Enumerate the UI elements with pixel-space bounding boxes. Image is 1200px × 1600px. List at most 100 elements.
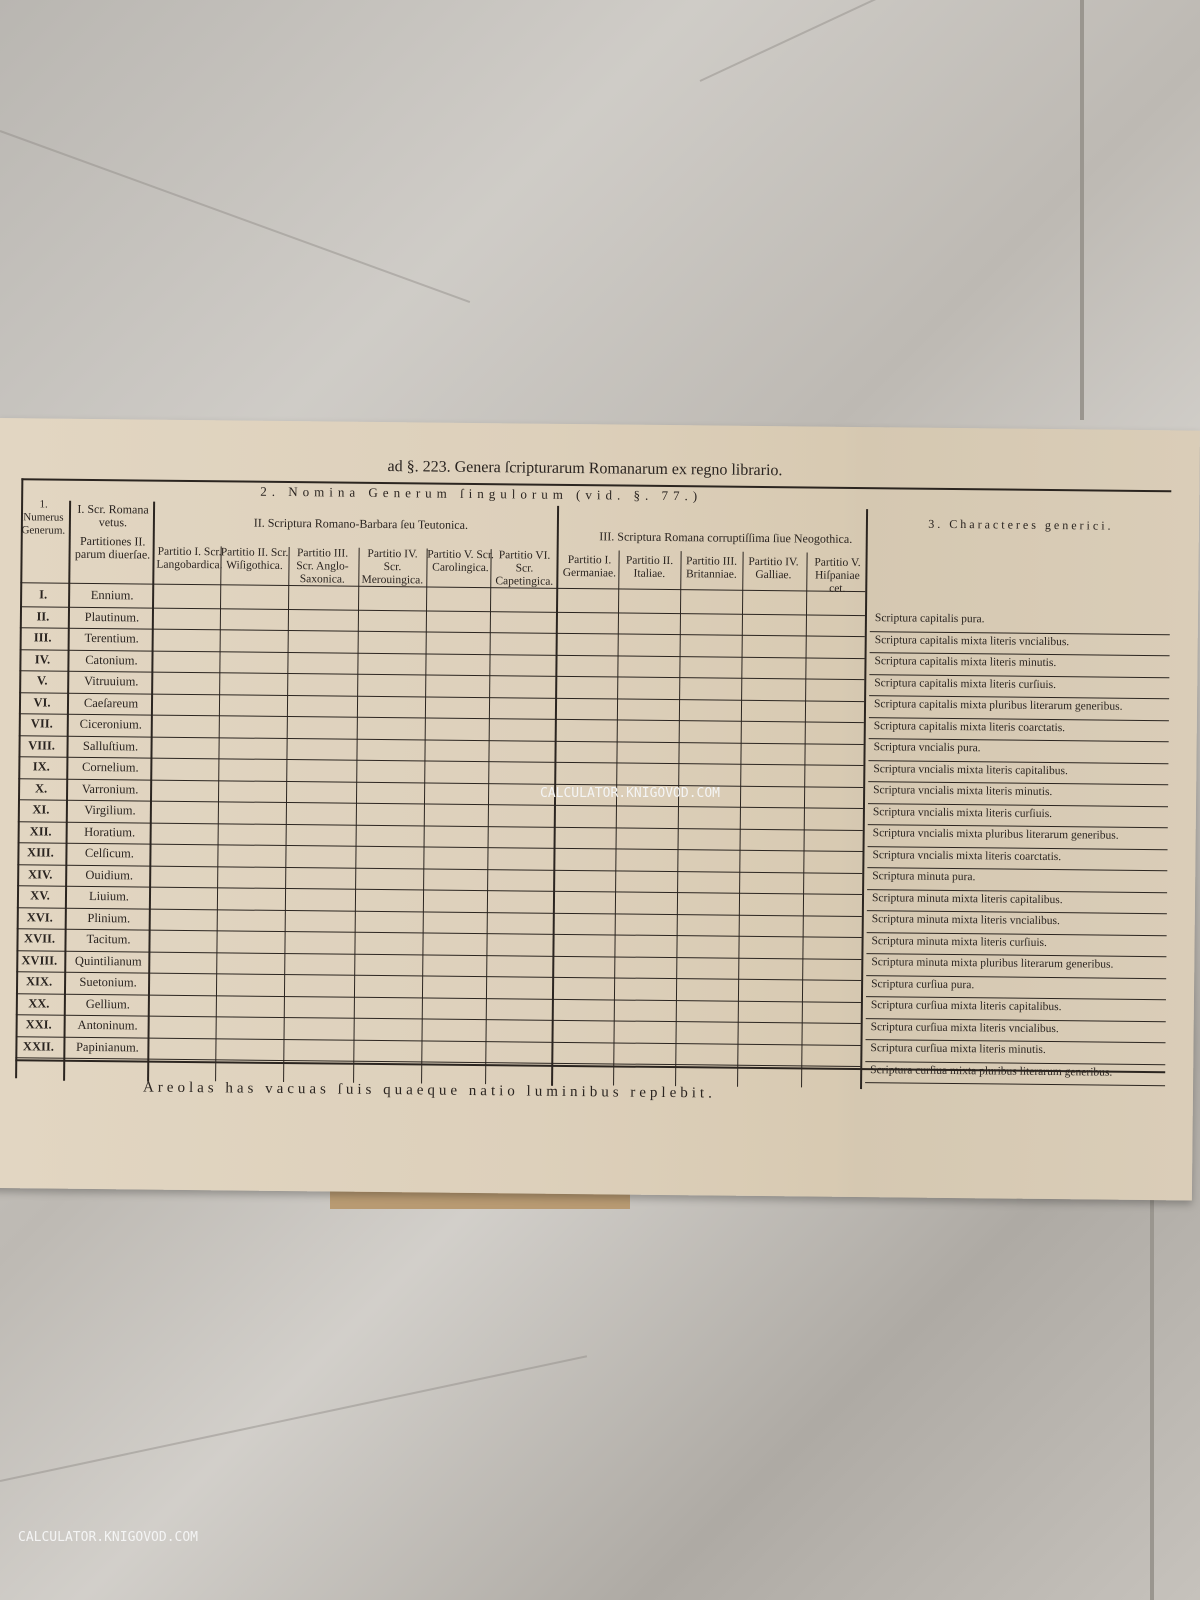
- row-rule: [865, 1082, 1166, 1087]
- partition-header: Partitio III. Britanniae.: [685, 555, 738, 581]
- row-genus-name: Catonium.: [85, 652, 138, 667]
- generic-character: Scriptura minuta mixta pluribus literaru…: [871, 956, 1114, 971]
- generic-character: Scriptura vncialis mixta literis minutis…: [873, 784, 1053, 799]
- partition-header: Partitio V. Scr. Carolingica.: [427, 548, 494, 575]
- column-divider: [485, 549, 492, 1085]
- row-number: X.: [34, 780, 48, 796]
- floor-grout: [1080, 0, 1084, 420]
- partition-header: Partitio I. Scr. Langobardica.: [156, 545, 223, 572]
- partition-header: Partitio II. Scr. Wiſigothica.: [220, 546, 289, 572]
- column-divider: [737, 551, 744, 1087]
- generic-character: Scriptura vncialis mixta literis capital…: [873, 762, 1068, 777]
- row-number: XIII.: [27, 845, 54, 860]
- column-divider: [421, 548, 428, 1084]
- generic-character: Scriptura minuta mixta literis vncialibu…: [871, 913, 1060, 928]
- row-genus-name: Horatium.: [84, 824, 136, 839]
- floor-grout: [1150, 1190, 1154, 1600]
- generic-character: Scriptura minuta mixta literis capitalib…: [871, 891, 1063, 906]
- column-divider: [675, 551, 682, 1087]
- row-genus-name: Terentium.: [84, 630, 139, 646]
- row-number: XV.: [30, 888, 50, 903]
- sheet-title: ad §. 223. Genera ſcripturarum Romanarum…: [387, 458, 783, 480]
- generic-character: Scriptura vncialis pura.: [873, 741, 981, 755]
- row-genus-name: Ouidium.: [85, 867, 134, 882]
- column-divider: [613, 550, 620, 1086]
- row-number: XI.: [32, 802, 50, 817]
- generic-character: Scriptura minuta mixta literis curſiuis.: [871, 934, 1047, 949]
- generic-character: Scriptura capitalis pura.: [874, 612, 985, 626]
- row-number: VIII.: [28, 737, 56, 753]
- row-number: VI.: [33, 694, 51, 710]
- row-number: XXII.: [22, 1038, 54, 1054]
- row-number: IV.: [34, 651, 51, 667]
- row-genus-name: Plinium.: [87, 910, 131, 925]
- row-number: XVII.: [24, 931, 56, 946]
- watermark-corner: CALCULATOR.KNIGOVOD.COM: [18, 1530, 199, 1545]
- row-genus-name: Ennium.: [90, 587, 134, 603]
- generic-character: Scriptura minuta pura.: [872, 870, 976, 884]
- row-genus-name: Liuium.: [88, 888, 130, 904]
- partition-header: Partitio IV. Scr. Merouingica.: [361, 547, 424, 587]
- column-divider: [283, 547, 290, 1083]
- generic-character: Scriptura curſiua pura.: [871, 977, 975, 991]
- row-genus-name: Suetonium.: [79, 974, 137, 990]
- partition-header: Partitio IV. Galliae.: [748, 555, 799, 582]
- generic-character: Scriptura capitalis mixta pluribus liter…: [873, 698, 1123, 713]
- row-genus-name: Celſicum.: [84, 845, 134, 861]
- row-genus-name: Quintilianum: [74, 953, 142, 969]
- row-number: XIX.: [25, 974, 53, 989]
- group3-header: III. Scriptura Romana corruptiſſima ſiue…: [599, 529, 853, 546]
- generic-character: Scriptura capitalis mixta literis vncial…: [874, 633, 1070, 648]
- row-number: VII.: [30, 716, 53, 731]
- row-genus-name: Salluſtium.: [82, 738, 139, 753]
- generic-character: Scriptura curſiua mixta literis capitali…: [870, 999, 1062, 1014]
- row-genus-name: Ciceronium.: [79, 716, 142, 732]
- group2-header: II. Scriptura Romano-Barbara ſeu Teutoni…: [253, 515, 469, 532]
- generic-character: Scriptura vncialis mixta literis coarcta…: [872, 848, 1062, 863]
- partition-header: Partitio II. Italiae.: [625, 554, 674, 580]
- marble-vein: [0, 1355, 588, 1482]
- row-number: I.: [39, 587, 48, 602]
- marble-vein: [699, 0, 1154, 82]
- row-genus-name: Papinianum.: [75, 1039, 139, 1054]
- row-number: XIV.: [27, 866, 53, 882]
- characters-header: 3. Characteres generici.: [928, 516, 1114, 533]
- row-genus-name: Tacitum.: [86, 931, 131, 947]
- row-genus-name: Caeſareum: [83, 695, 139, 710]
- row-genus-name: Antoninum.: [77, 1017, 138, 1033]
- column-divider: [215, 546, 222, 1082]
- row-number: IX.: [32, 759, 50, 774]
- row-genus-name: Varronium.: [81, 781, 139, 796]
- generic-character: Scriptura capitalis mixta literis coarct…: [873, 719, 1066, 734]
- generic-character: Scriptura vncialis mixta literis curſiui…: [872, 805, 1053, 820]
- row-genus-name: Plautinum.: [84, 609, 140, 624]
- generic-character: Scriptura vncialis mixta pluribus litera…: [872, 827, 1119, 842]
- generic-character: Scriptura capitalis mixta literis minuti…: [874, 655, 1057, 670]
- generic-character: Scriptura capitalis mixta literis curſiu…: [874, 676, 1057, 691]
- row-number: V.: [36, 673, 48, 688]
- row-genus-name: Vitruuium.: [83, 673, 139, 689]
- row-number: XVI.: [26, 909, 53, 925]
- row-genus-name: Gellium.: [85, 996, 130, 1011]
- row-number: XII.: [29, 823, 52, 839]
- partition-header: Partitio I. Germaniae.: [562, 553, 617, 580]
- marble-vein: [0, 130, 471, 303]
- row-number: XXI.: [25, 1017, 52, 1032]
- row-number: XVIII.: [21, 952, 58, 968]
- generic-character: Scriptura curſiua mixta literis minutis.: [870, 1042, 1046, 1056]
- partition-header: Partitio III. Scr. Anglo-Saxonica.: [296, 547, 349, 586]
- column-divider: [353, 547, 360, 1083]
- partitiones-header: Partitiones II. parum diuerſae.: [74, 533, 151, 562]
- roman-vetus-header: I. Scr. Romana vetus.: [77, 501, 149, 530]
- folded-table-sheet: ad §. 223. Genera ſcripturarum Romanarum…: [0, 418, 1200, 1201]
- row-number: III.: [33, 630, 52, 645]
- watermark-center: CALCULATOR.KNIGOVOD.COM: [540, 786, 721, 801]
- row-genus-name: Virgilium.: [84, 802, 136, 818]
- row-number: XX.: [28, 995, 50, 1011]
- row-genus-name: Cornelium.: [81, 759, 139, 775]
- generic-character: Scriptura curſiua mixta literis vncialib…: [870, 1020, 1059, 1035]
- col1-header: 1. Numerus Generum.: [21, 498, 66, 537]
- row-number: II.: [36, 608, 50, 624]
- partition-header: Partitio VI. Scr. Capetingica.: [495, 549, 554, 588]
- column-divider: [801, 552, 808, 1088]
